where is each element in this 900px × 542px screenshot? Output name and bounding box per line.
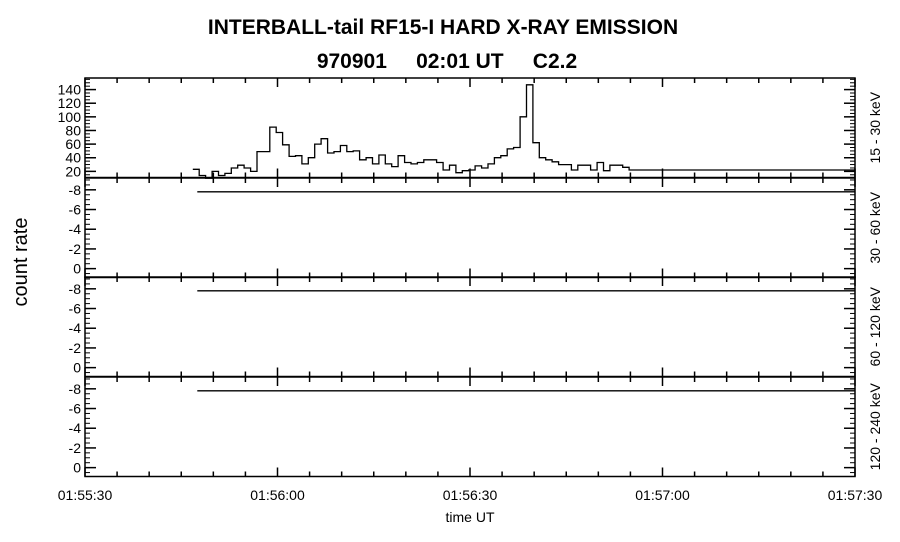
energy-band-label: 60 - 120 keV: [867, 286, 883, 366]
y-tick-label: -2: [69, 440, 82, 456]
y-tick-label: 100: [58, 109, 82, 125]
y-tick-label: -6: [69, 202, 82, 218]
x-axis-label: time UT: [446, 509, 495, 525]
y-tick-label: -4: [69, 420, 82, 436]
y-tick-label: -4: [69, 221, 82, 237]
panel-frame: [84, 177, 856, 279]
chart-title: INTERBALL-tail RF15-I HARD X-RAY EMISSIO…: [208, 16, 678, 39]
count-rate-histogram: [192, 84, 855, 179]
chart-subtitle: 970901 02:01 UT C2.2: [317, 50, 577, 73]
y-tick-label: 120: [58, 95, 82, 111]
y-tick-label: -4: [69, 320, 82, 336]
panel-frame: [84, 376, 856, 478]
y-tick-label: 0: [73, 261, 81, 277]
x-tick-label: 01:57:30: [828, 487, 883, 503]
y-tick-label: 0: [73, 460, 81, 476]
y-tick-label: 0: [73, 360, 81, 376]
y-tick-label: -6: [69, 301, 82, 317]
y-tick-label: -2: [69, 340, 82, 356]
y-tick-label: 60: [65, 136, 81, 152]
y-tick-label: -6: [69, 401, 82, 417]
x-tick-label: 01:56:30: [443, 487, 498, 503]
y-tick-label: -8: [69, 281, 82, 297]
y-tick-label: 80: [65, 122, 81, 138]
panel-frame: [84, 276, 856, 378]
x-tick-label: 01:55:30: [58, 487, 113, 503]
y-tick-label: 20: [65, 163, 81, 179]
y-tick-label: -8: [69, 381, 82, 397]
y-tick-label: 140: [58, 82, 82, 98]
energy-band-label: 30 - 60 keV: [867, 191, 883, 263]
y-tick-label: -8: [69, 182, 82, 198]
energy-band-label: 120 - 240 keV: [867, 383, 883, 471]
y-tick-label: 40: [65, 150, 81, 166]
x-tick-label: 01:57:00: [635, 487, 690, 503]
energy-band-label: 15 - 30 keV: [867, 91, 883, 163]
panel-frame: [84, 77, 856, 179]
y-tick-label: -2: [69, 241, 82, 257]
y-axis-label: count rate: [10, 218, 32, 307]
x-tick-label: 01:56:00: [250, 487, 305, 503]
